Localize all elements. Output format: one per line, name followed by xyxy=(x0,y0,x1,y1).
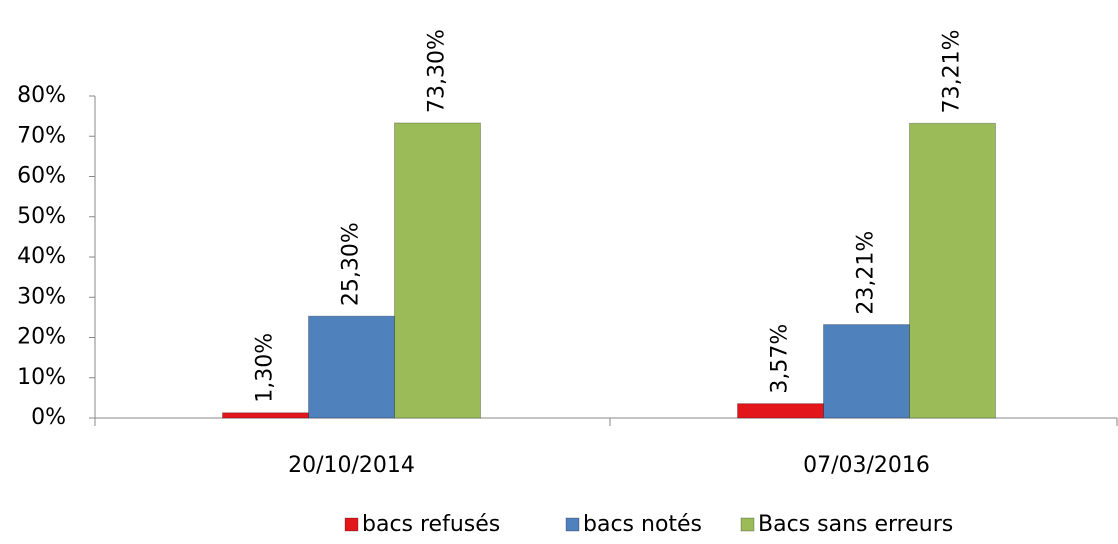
bar xyxy=(308,315,395,419)
legend-swatch xyxy=(740,517,755,532)
y-tick-label: 10% xyxy=(17,365,66,390)
y-tick-label: 40% xyxy=(17,244,66,269)
bar xyxy=(222,412,309,419)
y-tick-label: 50% xyxy=(17,204,66,229)
y-tick-label: 80% xyxy=(17,83,66,108)
y-tick-label: 30% xyxy=(17,284,66,309)
value-label: 1,30% xyxy=(253,333,278,403)
bar xyxy=(394,122,481,419)
bar xyxy=(737,403,824,419)
legend-swatch xyxy=(344,517,359,532)
value-label: 23,21% xyxy=(854,231,879,315)
y-tick-label: 70% xyxy=(17,123,66,148)
legend-label: Bacs sans erreurs xyxy=(758,512,953,537)
x-tick-label: 20/10/2014 xyxy=(288,453,415,478)
value-label: 3,57% xyxy=(768,324,793,394)
legend-label: bacs notés xyxy=(583,512,702,537)
x-tick-label: 07/03/2016 xyxy=(803,453,930,478)
bar xyxy=(909,122,996,419)
y-tick-label: 0% xyxy=(31,405,66,430)
legend-swatch xyxy=(565,517,580,532)
value-label: 73,21% xyxy=(940,29,965,113)
value-label: 73,30% xyxy=(425,29,450,113)
y-tick-label: 20% xyxy=(17,325,66,350)
value-label: 25,30% xyxy=(339,222,364,306)
y-tick-label: 60% xyxy=(17,164,66,189)
legend-label: bacs refusés xyxy=(362,512,500,537)
bar xyxy=(823,324,910,419)
